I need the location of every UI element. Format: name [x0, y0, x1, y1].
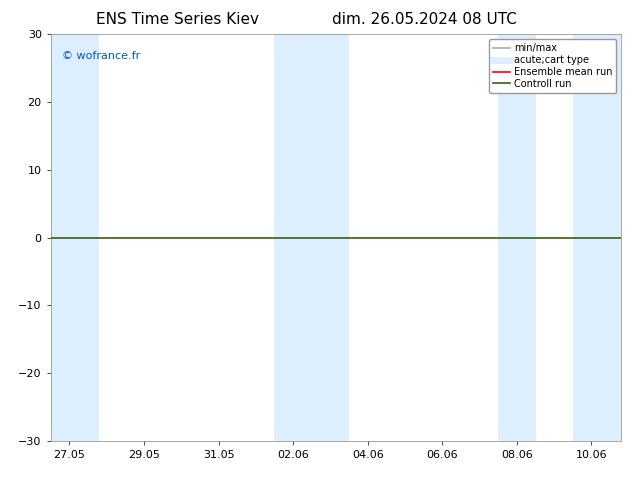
Bar — [573, 34, 621, 441]
Bar — [51, 34, 99, 441]
Text: dim. 26.05.2024 08 UTC: dim. 26.05.2024 08 UTC — [332, 12, 517, 27]
Bar — [275, 34, 349, 441]
Bar — [498, 34, 536, 441]
Text: © wofrance.fr: © wofrance.fr — [62, 50, 140, 61]
Text: ENS Time Series Kiev: ENS Time Series Kiev — [96, 12, 259, 27]
Legend: min/max, acute;cart type, Ensemble mean run, Controll run: min/max, acute;cart type, Ensemble mean … — [489, 39, 616, 93]
